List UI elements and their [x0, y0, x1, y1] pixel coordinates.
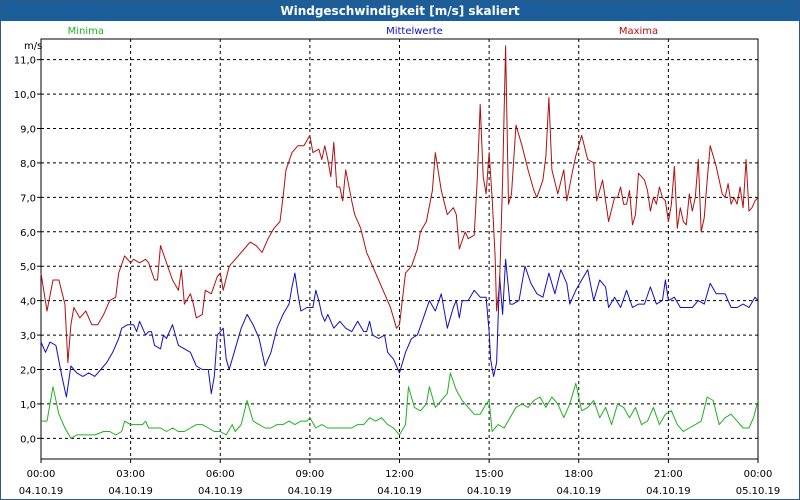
- y-tick-label: 11,0: [14, 56, 36, 67]
- y-tick-label: 1,0: [20, 400, 36, 411]
- x-tick-time-label: 21:00: [654, 469, 683, 480]
- y-tick-label: 8,0: [20, 159, 36, 170]
- x-tick-date-label: 05.10.19: [736, 486, 781, 497]
- y-axis-label: m/s: [24, 41, 42, 52]
- y-tick-label: 10,0: [14, 90, 36, 101]
- x-tick-date-label: 04.10.19: [377, 486, 422, 497]
- legend-maxima: Maxima: [619, 26, 658, 37]
- x-tick-time-label: 15:00: [475, 469, 504, 480]
- series-line-minima: [41, 372, 759, 439]
- legend-minima: Minima: [68, 26, 104, 37]
- y-tick-label: 9,0: [20, 125, 36, 136]
- x-tick-time-label: 00:00: [744, 469, 773, 480]
- y-tick-label: 2,0: [20, 365, 36, 376]
- x-tick-time-label: 06:00: [206, 469, 235, 480]
- chart-title: Windgeschwindigkeit [m/s] skaliert: [1, 1, 799, 21]
- x-tick-time-label: 03:00: [116, 469, 145, 480]
- x-tick-date-label: 04.10.19: [198, 486, 243, 497]
- y-tick-label: 6,0: [20, 228, 36, 239]
- y-tick-label: 5,0: [20, 262, 36, 273]
- x-tick-time-label: 09:00: [295, 469, 324, 480]
- x-tick-time-label: 00:00: [27, 469, 56, 480]
- x-tick-date-label: 04.10.19: [467, 486, 512, 497]
- x-tick-date-label: 04.10.19: [19, 486, 64, 497]
- y-tick-label: 0,0: [20, 434, 36, 445]
- x-tick-time-label: 18:00: [564, 469, 593, 480]
- y-tick-label: 3,0: [20, 331, 36, 342]
- series-line-mittelwerte: [40, 258, 759, 398]
- legend-mittelwerte: Mittelwerte: [386, 26, 443, 37]
- x-tick-time-label: 12:00: [385, 469, 414, 480]
- x-tick-date-label: 04.10.19: [288, 486, 333, 497]
- y-tick-label: 7,0: [20, 193, 36, 204]
- x-tick-date-label: 04.10.19: [556, 486, 601, 497]
- x-tick-date-label: 04.10.19: [646, 486, 691, 497]
- x-tick-date-label: 04.10.19: [108, 486, 153, 497]
- y-tick-label: 4,0: [20, 297, 36, 308]
- series-line-maxima: [40, 45, 759, 364]
